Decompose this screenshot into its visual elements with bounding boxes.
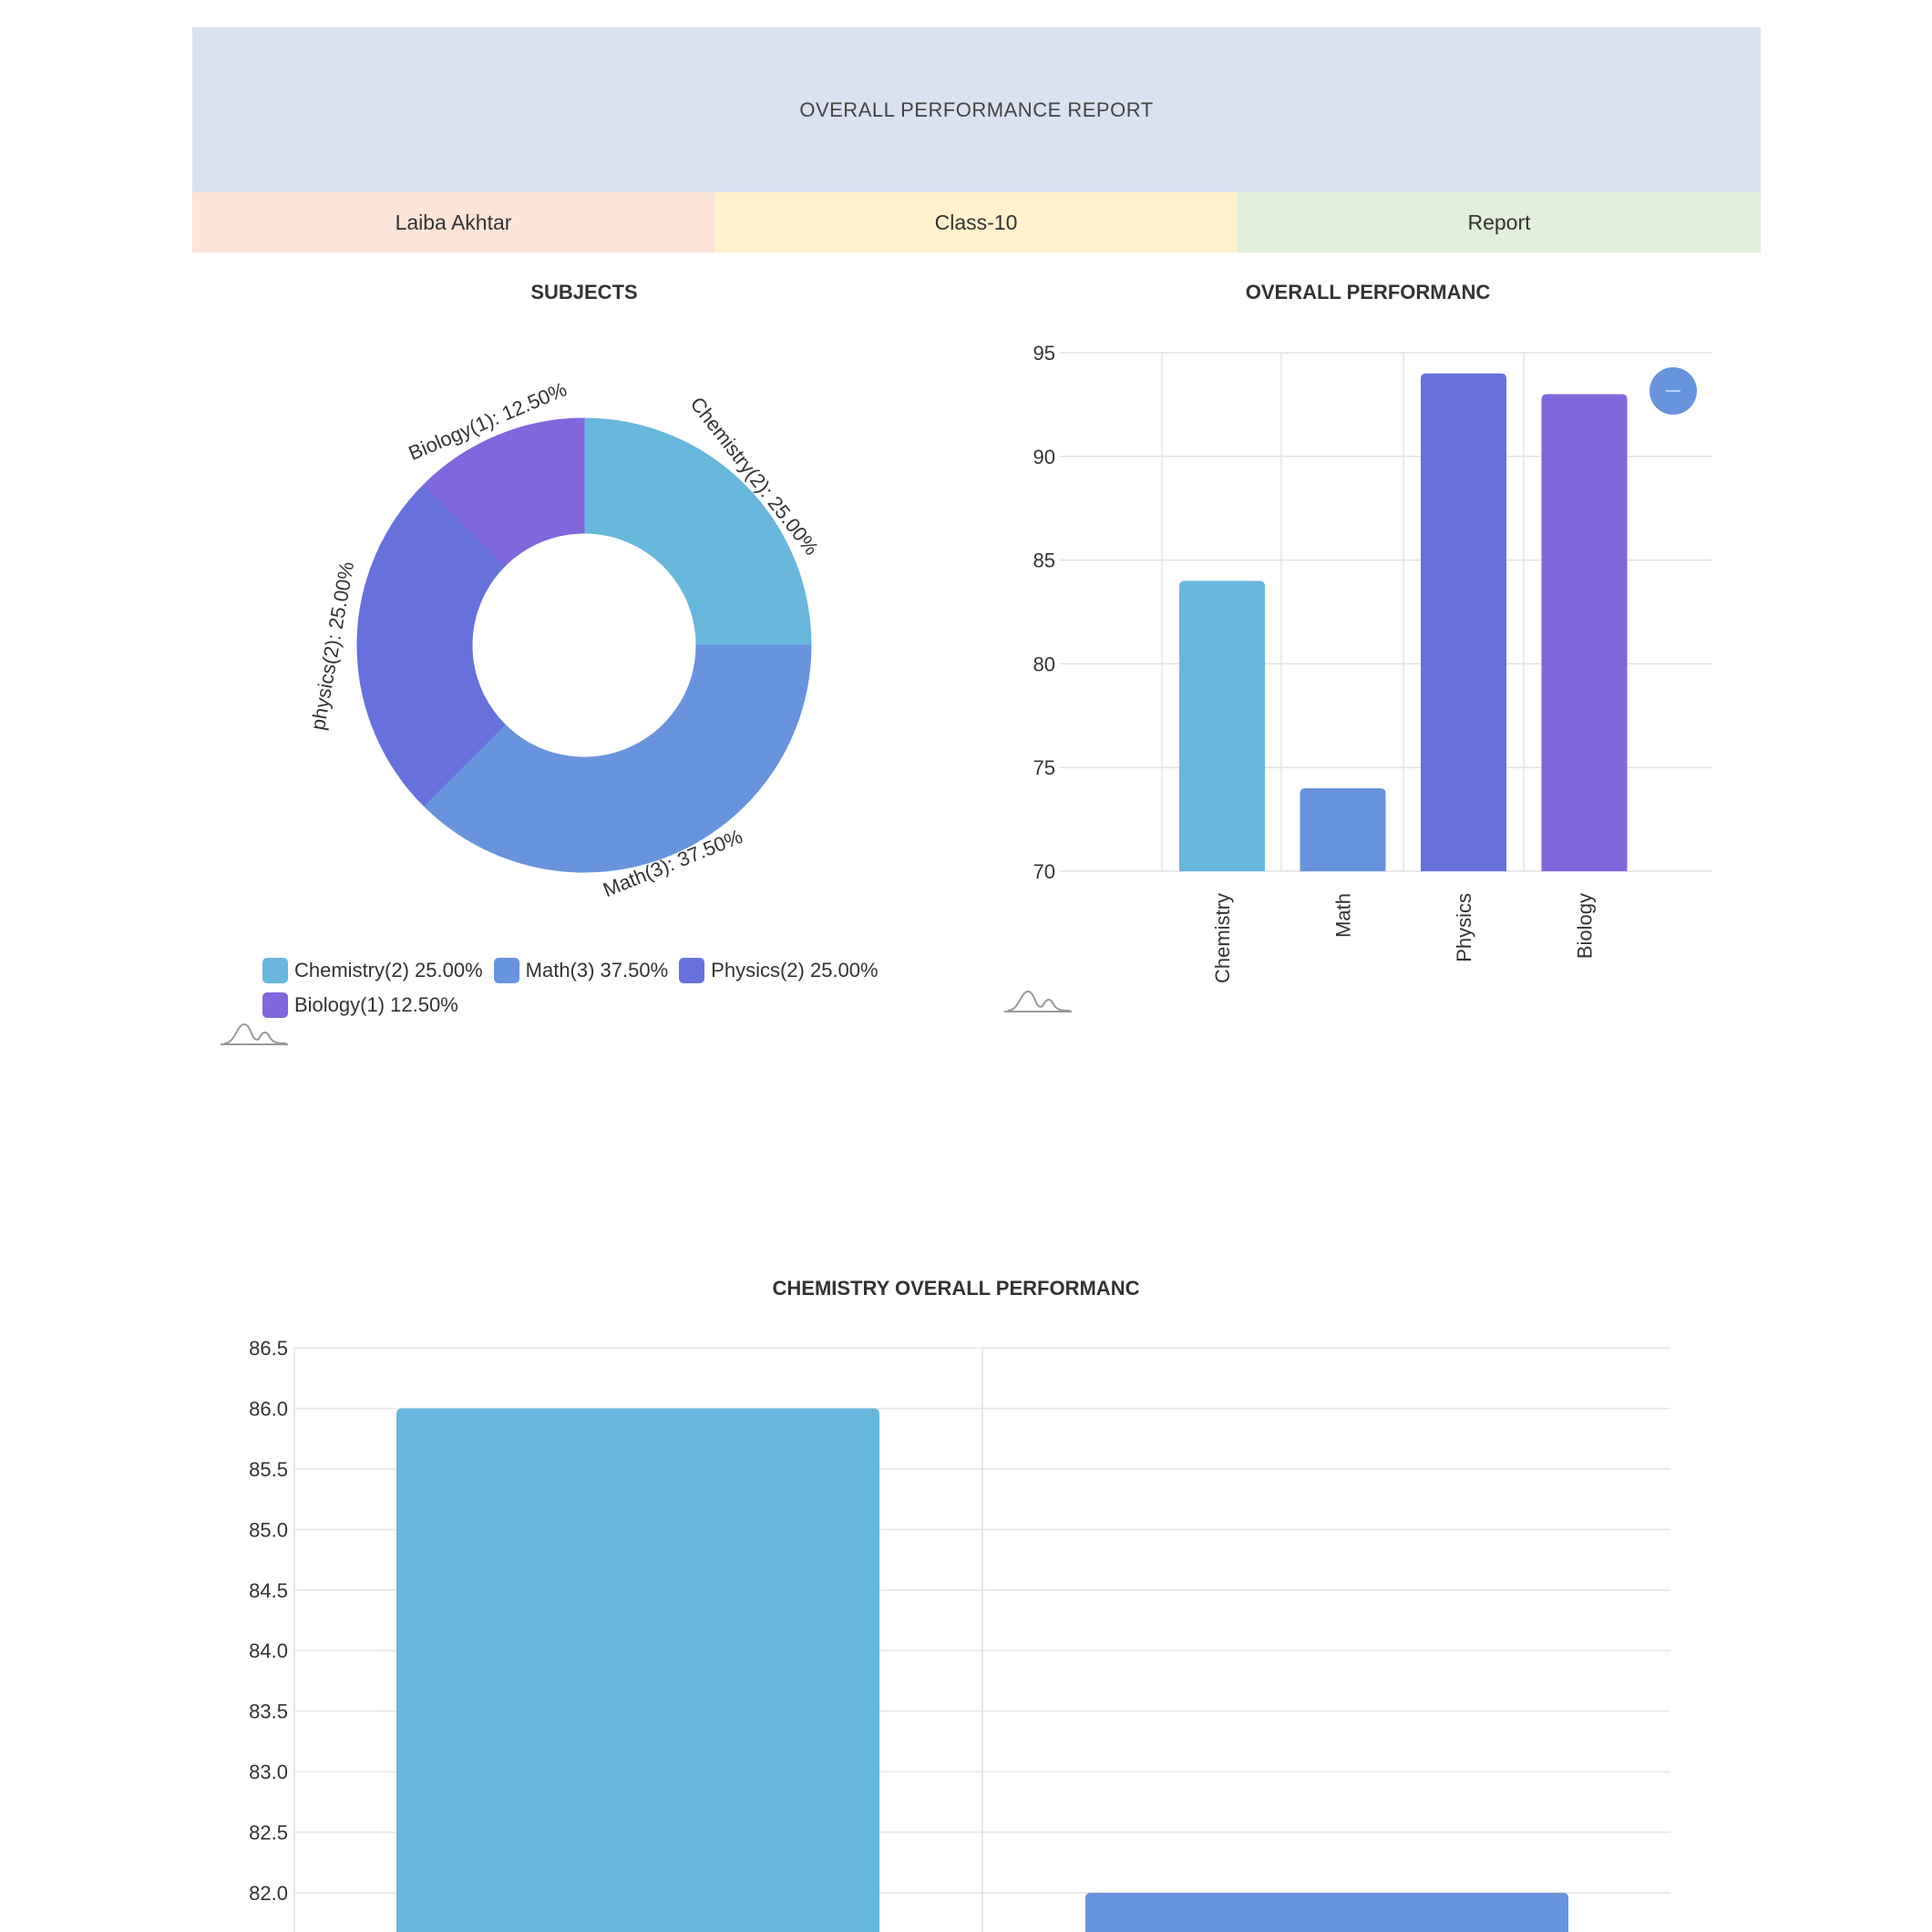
legend-label: Math(3) 37.50% <box>525 959 669 981</box>
slice-label: physics(2): 25.00% <box>306 560 358 732</box>
donut-slice-physics <box>356 484 506 807</box>
donut-slice-math <box>423 644 812 873</box>
chemistry-bar <box>1085 1893 1568 1932</box>
x-tick-label: Biology <box>1574 893 1597 959</box>
y-tick-label: 80 <box>1033 653 1055 675</box>
subjects-legend: Chemistry(2) 25.00% Math(3) 37.50% Physics… <box>262 954 955 1023</box>
report-cell: Report <box>1238 192 1761 252</box>
chemistry-chart-title: CHEMISTRY OVERALL PERFORMANC <box>772 1277 1140 1300</box>
y-tick-label: 83.0 <box>249 1761 288 1783</box>
report-label: Report <box>1467 210 1531 234</box>
bar-physics <box>1421 373 1506 871</box>
x-tick-label: Math <box>1332 893 1355 938</box>
minus-icon <box>1666 390 1680 392</box>
y-tick-label: 85.0 <box>249 1518 288 1541</box>
donut-slice-chemistry <box>583 417 812 646</box>
report-title: OVERALL PERFORMANCE REPORT <box>799 98 1154 121</box>
bar-biology <box>1541 394 1628 871</box>
legend-item[interactable]: Chemistry(2) 25.00% <box>262 954 483 987</box>
y-tick-label: 86.5 <box>249 1337 288 1360</box>
y-tick-label: 95 <box>1033 342 1055 365</box>
y-tick-label: 84.0 <box>249 1639 288 1662</box>
zoom-out-button[interactable] <box>1649 367 1697 415</box>
y-tick-label: 75 <box>1033 756 1055 779</box>
y-tick-label: 85 <box>1033 550 1055 572</box>
amcharts-logo-icon <box>221 1023 288 1045</box>
student-name-cell: Laiba Akhtar <box>192 192 714 252</box>
class-name: Class-10 <box>934 210 1018 234</box>
class-cell: Class-10 <box>714 192 1238 252</box>
x-tick-label: Chemistry <box>1211 893 1234 983</box>
legend-swatch <box>679 958 705 983</box>
amcharts-logo-icon <box>1004 990 1072 1012</box>
legend-swatch <box>493 958 519 983</box>
y-tick-label: 82.0 <box>249 1882 288 1905</box>
legend-item[interactable]: Biology(1) 12.50% <box>262 989 458 1022</box>
student-name: Laiba Akhtar <box>395 210 512 234</box>
legend-label: Physics(2) 25.00% <box>711 959 879 981</box>
legend-swatch <box>262 958 288 983</box>
y-tick-label: 83.5 <box>249 1701 288 1723</box>
legend-item[interactable]: Math(3) 37.50% <box>493 954 669 987</box>
legend-item[interactable]: Physics(2) 25.00% <box>679 954 879 987</box>
y-tick-label: 70 <box>1033 860 1055 883</box>
donut-slice-biology <box>423 417 585 567</box>
report-header: OVERALL PERFORMANCE REPORT <box>192 27 1761 192</box>
chemistry-bar <box>396 1408 879 1932</box>
y-tick-label: 86.0 <box>249 1397 288 1420</box>
subjects-chart-title: SUBJECTS <box>530 281 638 303</box>
performance-chart-title: OVERALL PERFORMANC <box>1245 281 1491 303</box>
legend-label: Biology(1) 12.50% <box>294 993 458 1016</box>
y-tick-label: 85.5 <box>249 1458 288 1481</box>
x-tick-label: Physics <box>1453 893 1475 962</box>
bar-chemistry <box>1179 581 1265 871</box>
bar-math <box>1300 787 1386 871</box>
legend-label: Chemistry(2) 25.00% <box>294 959 483 981</box>
legend-swatch <box>262 992 288 1018</box>
y-tick-label: 84.5 <box>249 1579 288 1602</box>
y-tick-label: 90 <box>1033 446 1055 468</box>
y-tick-label: 82.5 <box>249 1822 288 1845</box>
